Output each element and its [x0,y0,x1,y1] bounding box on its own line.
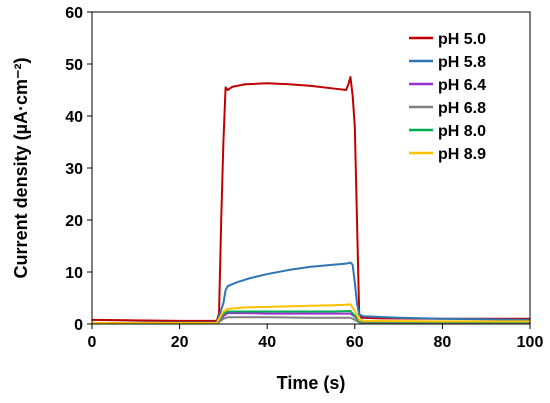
x-tick-label: 20 [171,334,189,351]
y-tick-label: 60 [65,5,83,22]
legend-label: pH 6.8 [438,100,486,117]
series-line-ph-8-9 [92,303,530,324]
y-tick-label: 50 [65,57,83,74]
legend: pH 5.0 pH 5.8 pH 6.4 pH 6.8 pH 8.0 pH 8.9 [409,31,486,163]
y-tick-label: 40 [65,109,83,126]
y-tick-label: 10 [65,265,83,282]
y-tick-label: 30 [65,161,83,178]
x-axis-title: Time (s) [277,373,346,393]
series-line-ph-5-8 [91,261,531,324]
legend-label: pH 5.8 [438,54,486,71]
x-tick-label: 100 [517,334,544,351]
legend-label: pH 8.9 [438,146,486,163]
ticks-layer: 0 20 40 60 80 100 0 10 20 30 40 50 60 [65,5,543,351]
legend-label: pH 8.0 [438,123,486,140]
x-tick-label: 40 [258,334,276,351]
y-axis-title: Current density (µA·cm⁻²) [11,58,31,279]
x-tick-label: 0 [88,334,97,351]
y-tick-label: 20 [65,213,83,230]
series-line-ph-6-8 [92,316,530,325]
legend-label: pH 6.4 [438,77,486,94]
x-tick-label: 80 [434,334,452,351]
y-tick-label: 0 [74,317,83,334]
x-tick-label: 60 [346,334,364,351]
series-layer [91,76,531,325]
legend-label: pH 5.0 [438,31,486,48]
series-line-ph-5-0 [91,76,530,322]
